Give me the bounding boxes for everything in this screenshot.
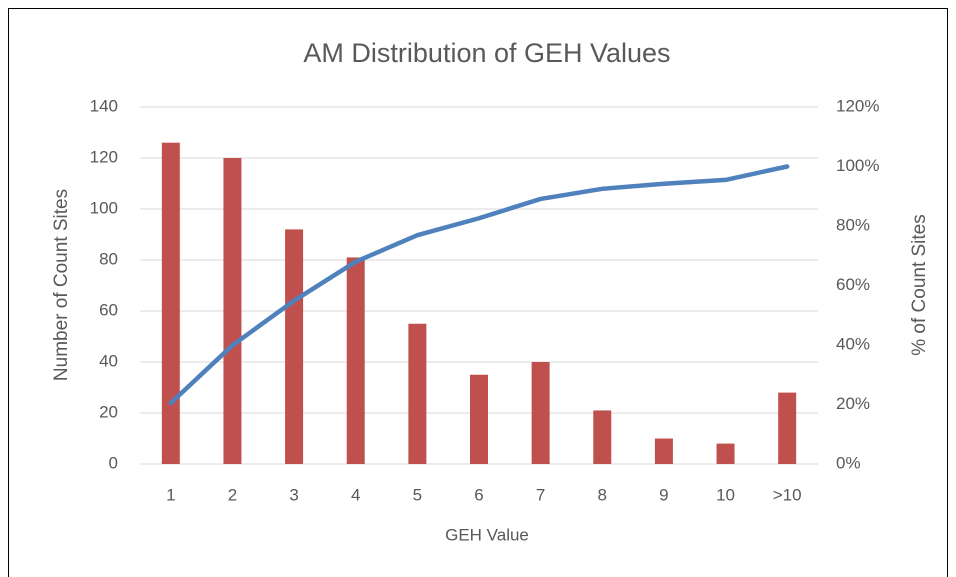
y-tick-label: 20 bbox=[99, 402, 118, 421]
bar bbox=[470, 374, 488, 464]
line bbox=[168, 164, 790, 406]
y2-tick-label: 0% bbox=[836, 453, 861, 472]
x-tick-label: 4 bbox=[351, 485, 360, 504]
bar bbox=[285, 229, 304, 464]
y2-tick-label: 100% bbox=[836, 156, 879, 175]
y2-tick-label: 80% bbox=[836, 215, 870, 234]
x-axis-label: GEH Value bbox=[445, 525, 529, 544]
bar bbox=[716, 443, 735, 464]
chart-title: AM Distribution of GEH Values bbox=[303, 38, 670, 68]
bar bbox=[531, 362, 550, 464]
bar bbox=[161, 142, 180, 464]
y-tick-label: 80 bbox=[99, 249, 118, 268]
x-tick-label: 9 bbox=[659, 485, 668, 504]
y-tick-label: 0 bbox=[109, 453, 118, 472]
bar bbox=[346, 257, 365, 464]
y2-tick-label: 60% bbox=[836, 275, 870, 294]
y-tick-label: 140 bbox=[90, 96, 118, 115]
bar bbox=[778, 392, 797, 464]
y2-axis-label: % of Count Sites bbox=[909, 214, 930, 356]
bar bbox=[654, 438, 673, 464]
y-tick-label: 60 bbox=[99, 300, 118, 319]
y-tick-label: 40 bbox=[99, 351, 118, 370]
y-tick-label: 120 bbox=[90, 147, 118, 166]
y2-tick-label: 120% bbox=[836, 96, 879, 115]
x-tick-label: 2 bbox=[228, 485, 237, 504]
chart-border bbox=[8, 8, 948, 577]
y-axis-label: Number of Count Sites bbox=[51, 189, 72, 381]
x-tick-label: 3 bbox=[289, 485, 298, 504]
y2-tick-label: 20% bbox=[836, 394, 870, 413]
y2-tick-label: 40% bbox=[836, 334, 870, 353]
x-tick-label: >10 bbox=[773, 485, 802, 504]
y-tick-label: 100 bbox=[90, 198, 118, 217]
bar bbox=[223, 158, 242, 464]
x-tick-label: 6 bbox=[474, 485, 483, 504]
x-tick-label: 1 bbox=[166, 485, 175, 504]
bar bbox=[593, 410, 612, 464]
x-tick-label: 7 bbox=[536, 485, 545, 504]
bar bbox=[408, 323, 427, 464]
x-tick-label: 5 bbox=[413, 485, 422, 504]
x-tick-label: 8 bbox=[598, 485, 607, 504]
x-tick-label: 10 bbox=[716, 485, 735, 504]
